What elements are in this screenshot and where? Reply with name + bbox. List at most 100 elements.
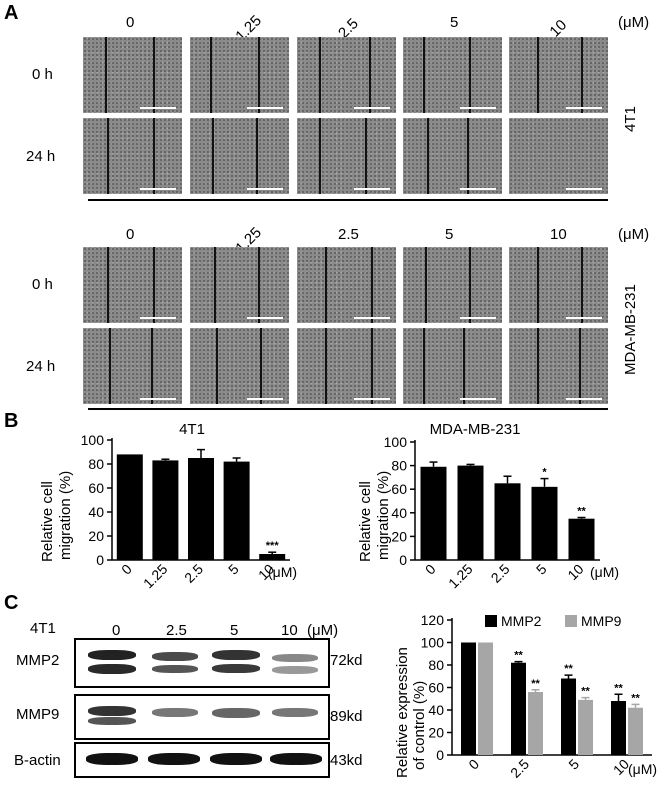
y-tick-label: 0 [399, 552, 407, 568]
conc-label-3: 5 [450, 14, 459, 31]
significance-label: *** [266, 540, 280, 552]
y-axis-label-line1: Relative expression [394, 647, 411, 778]
bar [628, 707, 643, 755]
chart-mda: MDA-MB-231 Relative cell migration (%) 0… [357, 421, 619, 590]
y-tick-label: 40 [428, 702, 444, 718]
x-tick-label: 2.5 [488, 561, 513, 586]
significance-label: ** [514, 650, 523, 662]
panel-c-chart: Relative expression of control (%) 0 20 40… [394, 612, 657, 781]
blot-mmp2 [74, 638, 330, 688]
bar [223, 461, 250, 560]
micrograph-mda-24h-2 [297, 328, 396, 404]
conc-label-0: 0 [126, 226, 135, 243]
panel-b-charts: 4T1 Relative cell migration (%) 0 20 40 60 8… [39, 421, 619, 590]
blot-label-bactin: B-actin [14, 752, 61, 769]
blot-conc-3: 10 [281, 622, 298, 639]
significance-label: ** [577, 506, 586, 518]
bar [494, 483, 521, 560]
bar [259, 554, 286, 560]
y-tick-label: 20 [428, 725, 444, 741]
x-tick-label: 5 [565, 756, 582, 773]
x-unit-label: (μM) [628, 761, 657, 777]
blot-conc-0: 0 [112, 622, 121, 639]
panel-a-label: A [4, 2, 19, 24]
significance-label: ** [631, 692, 640, 704]
y-axis-label-line2: migration (%) [375, 471, 392, 560]
y-tick-label: 80 [88, 456, 104, 472]
bar [457, 465, 484, 560]
significance-label: ** [531, 678, 540, 690]
x-tick-label: 10 [564, 561, 586, 583]
micrograph-mda-0h-1 [190, 247, 289, 323]
blot-unit: (μM) [307, 622, 339, 639]
micrograph-mda-0h-2 [297, 247, 396, 323]
blot-conc-1: 2.5 [166, 622, 187, 639]
y-tick-label: 60 [391, 481, 407, 497]
x-unit-label: (μM) [590, 564, 619, 580]
bar [420, 466, 447, 560]
y-tick-label: 60 [428, 680, 444, 696]
bar [116, 454, 143, 560]
legend-label: MMP2 [501, 613, 542, 629]
blot-size-bactin: 43kd [330, 752, 363, 769]
x-tick-label: 0 [465, 756, 482, 773]
micrograph-mda-24h-3 [403, 328, 502, 404]
bar [461, 642, 476, 755]
y-tick-label: 40 [391, 505, 407, 521]
bar [531, 486, 558, 560]
y-tick-label: 80 [391, 458, 407, 474]
row-label-0h: 0 h [32, 276, 53, 293]
row-label-24h: 24 h [26, 358, 56, 375]
y-tick-label: 0 [96, 552, 104, 568]
chart-title: 4T1 [179, 421, 205, 438]
x-tick-label: 1.25 [140, 561, 171, 590]
micrograph-mda-24h-0 [83, 328, 182, 404]
x-tick-label: 1.25 [445, 561, 476, 590]
y-tick-label: 0 [436, 747, 444, 763]
y-tick-label: 120 [421, 612, 445, 628]
micrograph-mda-24h-4 [509, 328, 608, 404]
chart-4t1: 4T1 Relative cell migration (%) 0 20 40 60 8… [39, 421, 297, 590]
cell-line-label-mda: MDA-MB-231 [622, 284, 639, 375]
panel-c-label: C [4, 592, 19, 614]
y-tick-label: 80 [428, 657, 444, 673]
cell-line-label-4t1: 4T1 [622, 106, 639, 132]
bar [478, 642, 493, 755]
significance-label: ** [614, 682, 623, 694]
micrograph-4t1-0h-0 [83, 37, 182, 113]
separator-4t1 [88, 199, 608, 201]
row-label-0h: 0 h [32, 66, 53, 83]
x-tick-label: 5 [225, 561, 242, 578]
micrograph-4t1-24h-1 [190, 118, 289, 194]
y-tick-label: 100 [81, 432, 105, 448]
legend-swatch [565, 615, 577, 627]
y-axis-label-line2: migration (%) [57, 471, 74, 560]
row-label-24h: 24 h [26, 148, 56, 165]
y-tick-label: 60 [88, 480, 104, 496]
blot-bactin [74, 742, 330, 778]
bar [568, 518, 595, 560]
legend-label: MMP9 [581, 613, 622, 629]
panel-b-label: B [4, 410, 19, 432]
micrograph-4t1-24h-0 [83, 118, 182, 194]
blot-size-mmp2: 72kd [330, 652, 363, 669]
chart-title: MDA-MB-231 [430, 421, 521, 438]
bar [152, 460, 179, 560]
significance-label: ** [564, 663, 573, 675]
x-tick-label: 5 [533, 561, 550, 578]
micrograph-mda-0h-0 [83, 247, 182, 323]
micrograph-mda-0h-4 [509, 247, 608, 323]
blot-label-mmp2: MMP2 [16, 652, 60, 669]
micrograph-mda-24h-1 [190, 328, 289, 404]
y-axis-label-line1: Relative cell [357, 481, 374, 562]
bar [578, 699, 593, 755]
micrograph-4t1-24h-4 [509, 118, 608, 194]
bar [611, 701, 626, 755]
bar [561, 678, 576, 755]
legend-swatch [485, 615, 497, 627]
micrograph-4t1-0h-4 [509, 37, 608, 113]
y-tick-label: 100 [384, 434, 408, 450]
y-tick-label: 20 [88, 528, 104, 544]
bar [511, 662, 526, 755]
y-axis-label-line1: Relative cell [39, 481, 56, 562]
